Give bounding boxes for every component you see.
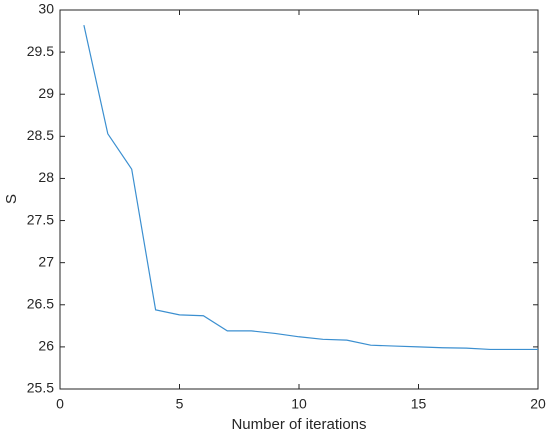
y-tick-label: 28 bbox=[38, 169, 54, 185]
x-tick-label: 20 bbox=[530, 396, 546, 412]
y-tick-label: 26.5 bbox=[27, 295, 54, 311]
y-tick-label: 29.5 bbox=[27, 43, 54, 59]
x-axis-label: Number of iterations bbox=[231, 416, 366, 433]
x-tick-label: 15 bbox=[411, 396, 427, 412]
y-tick-label: 28.5 bbox=[27, 127, 54, 143]
x-tick-label: 5 bbox=[176, 396, 184, 412]
x-tick-label: 10 bbox=[291, 396, 307, 412]
y-tick-label: 25.5 bbox=[27, 380, 54, 396]
y-axis-label: S bbox=[3, 194, 20, 204]
y-tick-label: 30 bbox=[38, 1, 54, 17]
line bbox=[83, 25, 538, 351]
y-tick-label: 27.5 bbox=[27, 211, 54, 227]
y-tick-label: 26 bbox=[38, 338, 54, 354]
x-tick-label: 0 bbox=[56, 396, 64, 412]
y-tick-label: 29 bbox=[38, 85, 54, 101]
y-tick-label: 27 bbox=[38, 253, 54, 269]
plot-area bbox=[59, 9, 539, 390]
